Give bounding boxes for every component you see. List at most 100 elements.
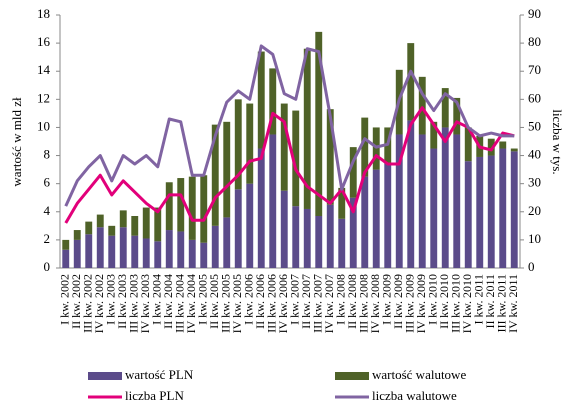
bar: [510, 148, 518, 152]
bar: [510, 151, 518, 268]
y2-axis-label: liczba w tys.: [550, 109, 565, 174]
bar: [131, 215, 139, 236]
x-tick-label: II kw. 2009: [391, 274, 405, 329]
bar: [338, 218, 346, 268]
bar: [96, 227, 104, 268]
bar: [131, 235, 139, 268]
y2-tick-label: 30: [528, 175, 541, 190]
bar: [384, 162, 392, 268]
x-tick-label: II kw. 2002: [69, 274, 83, 329]
y2-tick-label: 40: [528, 147, 541, 162]
bar: [349, 147, 357, 198]
y2-tick-label: 70: [528, 62, 541, 77]
bar: [257, 148, 265, 268]
bar: [395, 134, 403, 268]
bar: [441, 88, 449, 128]
line: [64, 106, 515, 224]
x-tick-label: IV kw. 2002: [92, 274, 106, 333]
x-tick-label: I kw. 2008: [334, 274, 348, 325]
bar: [487, 138, 495, 156]
bar: [441, 127, 449, 268]
y-tick-label: 8: [44, 147, 51, 162]
x-tick-label: III kw. 2009: [403, 274, 417, 333]
x-tick-label: II kw. 2008: [345, 274, 359, 329]
legend-swatch: [88, 372, 122, 380]
y-tick-label: 16: [37, 34, 51, 49]
x-tick-label: IV kw. 2003: [138, 274, 152, 333]
y2-tick-label: 10: [528, 231, 541, 246]
bar: [280, 103, 288, 191]
bar: [464, 127, 472, 162]
bar: [349, 197, 357, 268]
bar: [246, 183, 254, 268]
bar: [234, 189, 242, 268]
bar: [119, 210, 127, 228]
bar: [85, 234, 93, 268]
bar: [315, 31, 323, 216]
bar: [85, 221, 93, 235]
x-tick-label: II kw. 2011: [483, 274, 497, 328]
x-tick-label: III kw. 2006: [265, 274, 279, 333]
legend-label: wartość walutowe: [372, 367, 466, 382]
legend-label: liczba PLN: [125, 388, 184, 403]
bar: [430, 121, 438, 149]
bar: [154, 207, 162, 242]
bar: [418, 134, 426, 268]
bar: [292, 206, 300, 268]
x-tick-label: III kw. 2007: [311, 274, 325, 333]
bar: [269, 134, 277, 268]
bar: [292, 110, 300, 207]
y-tick-label: 2: [44, 231, 51, 246]
y2-tick-label: 0: [528, 259, 535, 274]
x-tick-label: II kw. 2006: [253, 274, 267, 329]
legend-label: wartość PLN: [125, 367, 194, 382]
y2-tick-label: 80: [528, 34, 541, 49]
bar: [246, 103, 254, 184]
x-tick-label: III kw. 2010: [449, 274, 463, 333]
bar: [464, 161, 472, 268]
bar: [418, 76, 426, 135]
bar: [142, 207, 150, 239]
bar: [499, 141, 507, 149]
bar: [165, 230, 173, 268]
bar: [211, 225, 219, 268]
x-tick-label: IV kw. 2004: [184, 274, 198, 333]
bar: [108, 235, 116, 268]
bar: [73, 239, 81, 268]
x-tick-label: IV kw. 2006: [276, 274, 290, 333]
x-tick-label: I kw. 2004: [150, 274, 164, 325]
bar: [200, 175, 208, 243]
legend-swatch: [335, 372, 369, 380]
x-tick-label: III kw. 2003: [127, 274, 141, 333]
x-tick-label: IV kw. 2011: [506, 274, 520, 333]
y-tick-label: 6: [44, 175, 51, 190]
bar: [361, 117, 369, 177]
bar: [372, 169, 380, 268]
x-tick-label: IV kw. 2009: [414, 274, 428, 333]
bar: [326, 204, 334, 268]
bar: [119, 227, 127, 268]
x-tick-label: I kw. 2003: [104, 274, 118, 325]
x-tick-label: III kw. 2002: [81, 274, 95, 333]
x-tick-label: IV kw. 2005: [230, 274, 244, 333]
bar: [407, 120, 415, 269]
y2-tick-label: 50: [528, 118, 541, 133]
bar: [326, 109, 334, 205]
x-tick-label: I kw. 2002: [58, 274, 72, 325]
bar: [154, 241, 162, 268]
x-tick-label: II kw. 2004: [161, 274, 175, 329]
bar: [303, 208, 311, 268]
x-tick-label: I kw. 2007: [288, 274, 302, 325]
line: [64, 44, 515, 207]
bar: [200, 242, 208, 268]
x-tick-label: I kw. 2009: [380, 274, 394, 325]
x-tick-label: II kw. 2007: [299, 274, 313, 329]
x-tick-label: III kw. 2005: [219, 274, 233, 333]
bar: [223, 217, 231, 268]
y2-tick-label: 60: [528, 90, 541, 105]
bar: [223, 121, 231, 218]
bar: [73, 230, 81, 240]
x-tick-label: IV kw. 2010: [460, 274, 474, 333]
x-tick-label: I kw. 2006: [242, 274, 256, 325]
x-tick-label: III kw. 2004: [173, 274, 187, 333]
